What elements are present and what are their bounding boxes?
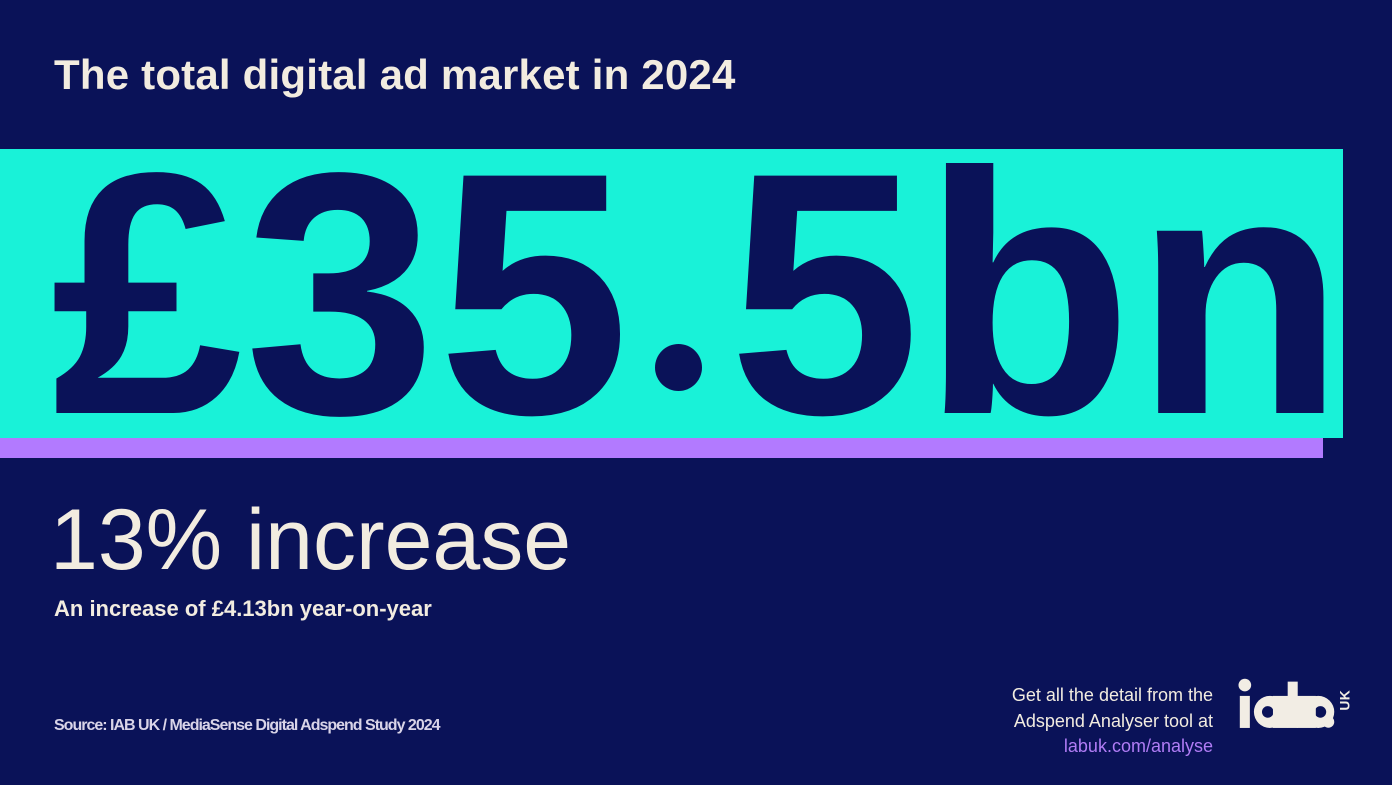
svg-text:UK: UK [1337, 690, 1353, 711]
